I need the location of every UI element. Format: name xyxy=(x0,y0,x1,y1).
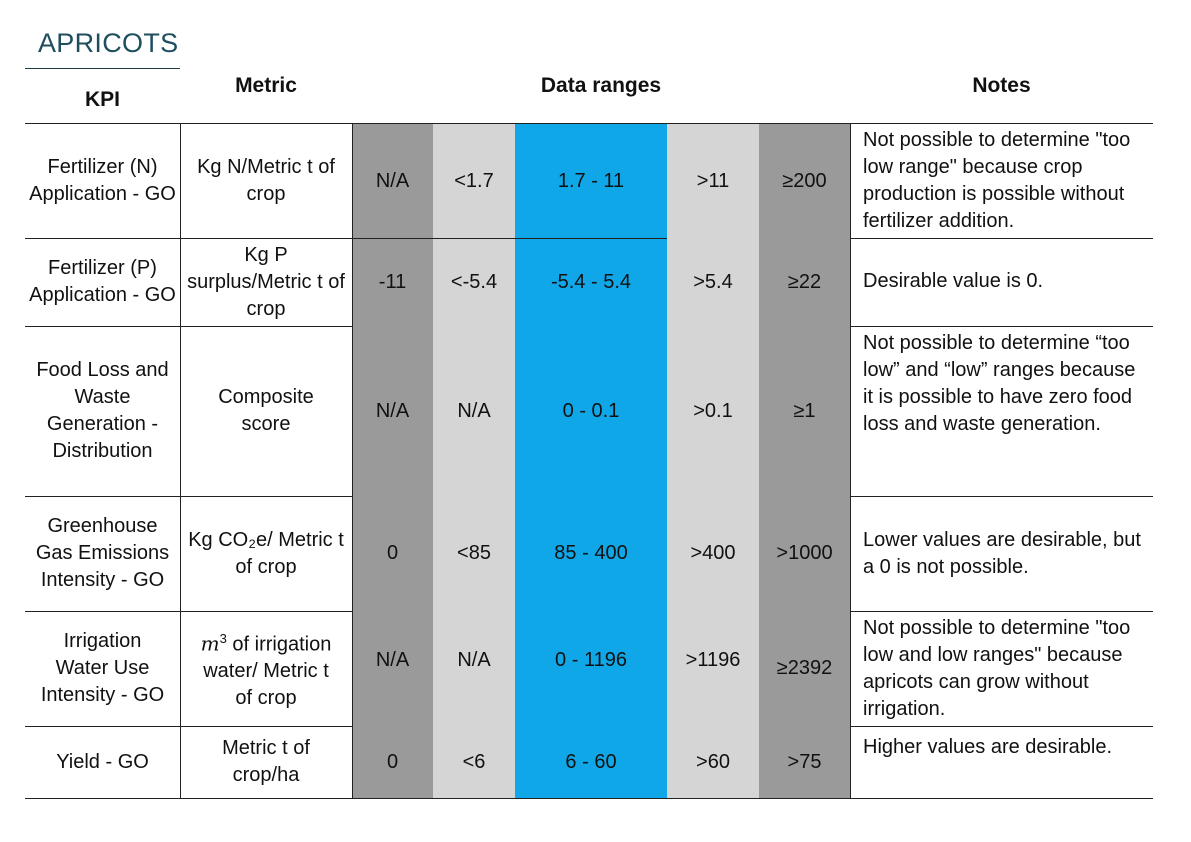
range-too-high-cell: ≥2392 xyxy=(759,611,850,726)
range-low-cell: <85 xyxy=(433,496,515,611)
row-divider xyxy=(25,611,352,612)
range-low-cell: N/A xyxy=(433,326,515,496)
notes-cell: Not possible to determine "too low and l… xyxy=(863,616,1131,720)
column-divider xyxy=(180,124,181,798)
range-too-high-cell: ≥1 xyxy=(759,326,850,496)
row-divider xyxy=(850,726,1153,727)
row-divider xyxy=(25,238,667,239)
kpi-cell: Greenhouse Gas Emissions Intensity - GO xyxy=(35,515,170,591)
row-divider xyxy=(25,726,352,727)
header-metric: Metric xyxy=(235,74,297,97)
range-target-cell: 1.7 - 11 xyxy=(515,124,667,238)
range-high-cell: >400 xyxy=(667,496,759,611)
notes-cell: Desirable value is 0. xyxy=(863,270,1044,292)
column-divider xyxy=(850,124,851,798)
metric-cell: Kg CO₂e/ Metric t of crop xyxy=(188,528,344,578)
range-too-low-cell: N/A xyxy=(352,326,433,496)
notes-cell: Higher values are desirable. xyxy=(863,736,1113,758)
range-target-cell: 6 - 60 xyxy=(515,726,667,798)
range-low-cell: <-5.4 xyxy=(433,238,515,326)
column-divider xyxy=(352,124,353,798)
header-kpi: KPI xyxy=(84,88,120,111)
row-divider xyxy=(25,326,352,327)
kpi-cell: Irrigation Water Use Intensity - GO xyxy=(40,630,165,706)
row-divider xyxy=(850,326,1153,327)
range-target-cell: 85 - 400 xyxy=(515,496,667,611)
metric-rest: of irrigation water/ Metric t of crop xyxy=(203,633,332,710)
range-too-low-cell: N/A xyxy=(352,124,433,238)
range-target-cell: 0 - 1196 xyxy=(515,611,667,726)
metric-cell: Kg N/Metric t of crop xyxy=(197,156,335,205)
range-too-low-cell: 0 xyxy=(352,726,433,798)
row-divider xyxy=(25,496,352,497)
range-too-low-cell: -11 xyxy=(352,238,433,326)
metric-cell: Composite score xyxy=(218,386,314,435)
metric-text: m3 of irrigation water/ Metric t of crop xyxy=(180,625,352,713)
range-low-cell: N/A xyxy=(433,611,515,726)
range-high-cell: >11 xyxy=(667,124,759,238)
notes-cell: Not possible to determine "too low range… xyxy=(863,129,1131,232)
notes-cell: Lower values are desirable, but a 0 is n… xyxy=(863,528,1141,578)
range-target-cell: -5.4 - 5.4 xyxy=(515,238,667,326)
kpi-cell: Food Loss and Waste Generation - Distrib… xyxy=(36,359,169,462)
range-high-cell: >1196 xyxy=(667,611,759,726)
range-target-cell: 0 - 0.1 xyxy=(515,326,667,496)
range-too-high-cell: ≥200 xyxy=(759,124,850,238)
range-low-cell: <6 xyxy=(433,726,515,798)
table-row: Yield - GO Metric t of crop/ha 0 <6 6 - … xyxy=(25,726,1153,798)
table-row: Fertilizer (N) Application - GO Kg N/Met… xyxy=(25,124,1153,238)
metric-unit-exponent: 3 xyxy=(219,630,227,646)
row-divider xyxy=(850,238,1153,239)
title-underline xyxy=(25,68,180,69)
metric-cell: Kg P surplus/Metric t of crop xyxy=(187,243,345,320)
header-notes: Notes xyxy=(972,74,1031,97)
row-divider xyxy=(850,496,1153,497)
table-row: Greenhouse Gas Emissions Intensity - GO … xyxy=(25,496,1153,611)
range-too-high-cell: ≥22 xyxy=(759,238,850,326)
table-bottom-rule xyxy=(25,798,1153,799)
table-row: Irrigation Water Use Intensity - GO m3 o… xyxy=(25,611,1153,726)
kpi-cell: Fertilizer (P) Application - GO xyxy=(29,257,176,306)
metric-cell: m3 of irrigation water/ Metric t of crop xyxy=(180,611,352,726)
range-low-cell: <1.7 xyxy=(433,124,515,238)
table-row: Food Loss and Waste Generation - Distrib… xyxy=(25,326,1153,496)
metric-cell: Metric t of crop/ha xyxy=(222,737,310,786)
header-bottom-rule xyxy=(25,123,1153,124)
range-high-cell: >0.1 xyxy=(667,326,759,496)
range-too-high-cell: >75 xyxy=(759,726,850,798)
header-data-ranges: Data ranges xyxy=(540,74,662,97)
range-too-low-cell: N/A xyxy=(352,611,433,726)
kpi-cell: Fertilizer (N) Application - GO xyxy=(29,156,176,205)
metric-unit: m xyxy=(200,631,220,656)
page-title: APRICOTS xyxy=(38,28,179,58)
kpi-cell: Yield - GO xyxy=(56,750,149,773)
row-divider xyxy=(850,611,1153,612)
range-high-cell: >5.4 xyxy=(667,238,759,326)
range-too-low-cell: 0 xyxy=(352,496,433,611)
table-row: Fertilizer (P) Application - GO Kg P sur… xyxy=(25,238,1153,326)
range-high-cell: >60 xyxy=(667,726,759,798)
range-too-high-cell: >1000 xyxy=(759,496,850,611)
notes-cell: Not possible to determine “too low” and … xyxy=(863,332,1136,435)
